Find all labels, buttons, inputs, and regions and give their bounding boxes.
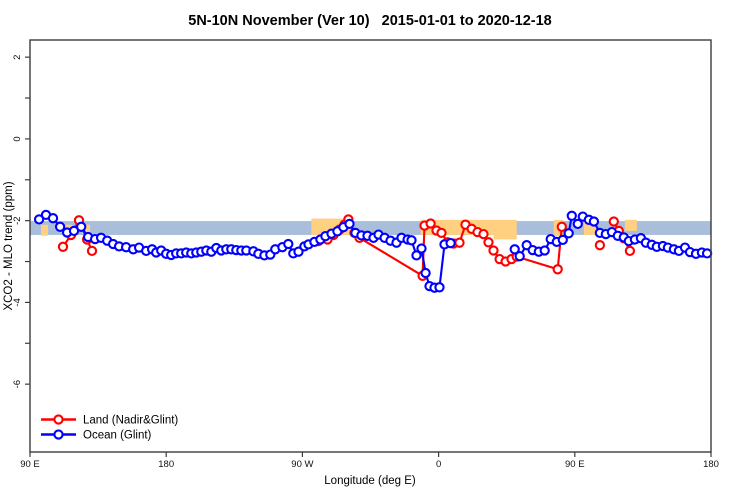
series-ocean-marker <box>406 235 417 246</box>
plot-border <box>29 39 712 453</box>
series-ocean-marker <box>588 216 600 227</box>
y-tick-label: -6 <box>12 380 23 388</box>
series-ocean-marker <box>566 210 577 221</box>
y-tick-label: 2 <box>12 55 23 60</box>
plot-area: 90 E 180 90 W 0 90 E 180 2 0 -2 -4 -6 <box>12 39 719 470</box>
series-land-marker <box>57 241 69 252</box>
series-land-marker <box>425 218 436 229</box>
series-ocean-marker <box>445 237 456 249</box>
series-ocean-marker <box>514 251 525 262</box>
series-ocean-marker <box>54 221 66 232</box>
legend-swatch-marker <box>53 429 64 440</box>
series-ocean-marker <box>344 218 355 230</box>
x-tick-label: 0 <box>436 459 441 470</box>
series-land-marker <box>478 228 489 240</box>
series-land-marker <box>552 264 563 275</box>
highlight-patch <box>624 219 637 231</box>
series-ocean-marker <box>434 282 445 293</box>
highlight-patch <box>84 224 91 236</box>
highlight-patch <box>41 224 49 236</box>
series-land-marker <box>483 237 494 248</box>
series-ocean-marker <box>416 243 427 254</box>
y-tick-label: 0 <box>12 136 23 141</box>
series-ocean-marker <box>420 267 431 279</box>
legend-item: Ocean (Glint) <box>41 429 152 442</box>
chart-title: 5N-10N November (Ver 10) 2015-01-01 to 2… <box>188 13 552 29</box>
series-ocean-marker <box>509 244 520 255</box>
x-tick-label: 180 <box>703 459 719 470</box>
series-ocean-marker <box>572 218 583 230</box>
highlight-patch <box>493 232 517 240</box>
series-land-marker <box>488 245 499 256</box>
series-land-marker <box>608 216 619 227</box>
y-tick-label: -2 <box>12 216 23 224</box>
legend-item: Land (Nadir&Glint) <box>41 414 178 427</box>
legend-swatch-marker <box>53 414 64 425</box>
series-ocean-marker <box>283 238 294 250</box>
series-land-marker <box>436 227 447 239</box>
legend-label: Land (Nadir&Glint) <box>83 415 178 427</box>
series-ocean-marker <box>539 245 550 256</box>
series-land-marker <box>556 221 567 232</box>
series-land-marker <box>454 237 465 248</box>
x-tick-label: 90 E <box>565 459 585 470</box>
series-ocean-marker <box>33 214 45 225</box>
series-ocean-marker <box>76 221 87 232</box>
series-ocean-marker <box>47 213 59 224</box>
x-tick-label: 90 W <box>291 459 313 470</box>
x-tick-label: 90 E <box>20 459 40 470</box>
legend: Land (Nadir&Glint) Ocean (Glint) <box>41 414 178 442</box>
series-land-marker <box>624 245 636 257</box>
series-land-marker <box>86 245 98 257</box>
reference-band <box>30 221 711 235</box>
series-ocean-marker <box>563 228 574 239</box>
x-axis-title: Longitude (deg E) <box>324 475 416 487</box>
series-land-marker <box>594 240 606 251</box>
x-tick-label: 180 <box>158 459 174 470</box>
y-axis-title: XCO2 - MLO trend (ppm) <box>3 181 15 310</box>
series-ocean-marker <box>557 234 568 246</box>
y-tick-label: -4 <box>12 298 23 306</box>
legend-label: Ocean (Glint) <box>83 430 152 442</box>
series-ocean-marker <box>701 248 713 259</box>
series-ocean-marker <box>411 250 422 261</box>
